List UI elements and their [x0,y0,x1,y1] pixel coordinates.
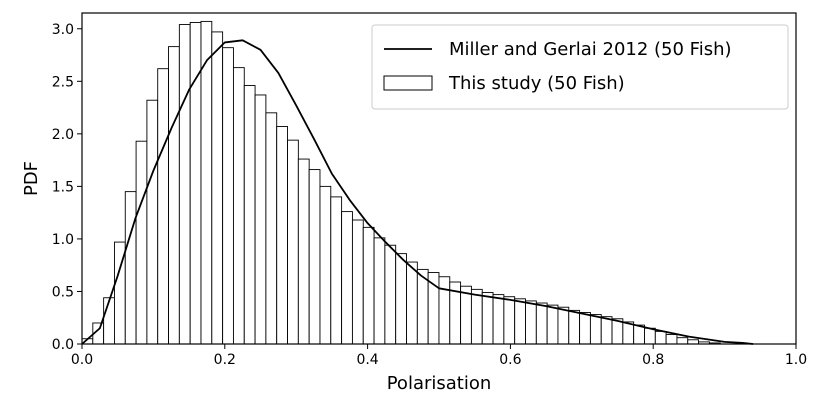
histogram-bar [503,296,516,345]
legend-box [371,24,789,110]
y-tick-label: 3.0 [52,22,74,38]
histogram-bar [243,85,256,345]
histogram-bar [481,292,494,345]
histogram-bar [589,314,602,345]
reference-line [81,39,754,345]
histogram-bar [438,276,451,345]
legend-bar-label: This study (50 Fish) [448,73,625,94]
histogram-bar [254,94,267,345]
histogram-bar [525,300,537,345]
y-axis-label: PDF [21,161,42,196]
y-tick-label: 1.5 [52,179,74,195]
histogram-bar [687,339,700,345]
histogram-bar [665,334,678,345]
histogram-bar [330,196,343,345]
histogram-bar [178,24,191,345]
histogram-bar [362,226,375,345]
histogram-bar [222,47,234,345]
y-axis-ticks: 0.0 0.5 1.0 1.5 2.0 2.5 3.0 [52,22,82,353]
histogram-bar [189,22,202,345]
histogram-bar [406,261,418,345]
histogram-bar [157,68,169,345]
reference-line-layer [81,39,754,345]
histogram-bar [535,302,548,345]
y-tick-label: 0.5 [52,284,74,300]
histogram-bar [546,304,559,345]
histogram-bar [265,112,278,345]
histogram-bar [297,158,310,345]
histogram-bar [579,312,591,345]
x-tick-label: 0.2 [214,352,236,368]
histogram-bar [514,298,526,345]
x-tick-label: 1.0 [785,352,807,368]
histogram-bar [460,285,472,345]
histogram-bar [341,211,353,345]
histogram-bar [319,185,332,345]
legend-line-label: Miller and Gerlai 2012 (50 Fish) [449,39,732,60]
histogram-bar [308,169,321,345]
x-tick-label: 0.8 [642,352,664,368]
y-tick-label: 2.0 [52,127,74,143]
legend: Miller and Gerlai 2012 (50 Fish) This st… [371,24,789,110]
x-tick-label: 0.4 [356,352,378,368]
histogram-bar [146,99,159,345]
x-axis-ticks: 0.0 0.2 0.4 0.6 0.8 1.0 [71,344,807,368]
x-tick-label: 0.0 [71,352,93,368]
legend-bar-swatch [383,75,433,91]
x-axis-label: Polarisation [387,373,492,394]
histogram-bar [600,316,613,345]
histogram-bar [276,126,288,345]
x-tick-label: 0.6 [499,352,521,368]
y-tick-label: 2.5 [52,74,74,90]
histogram-bar [351,219,364,345]
y-tick-label: 0.0 [52,337,74,353]
histogram-bar [287,139,299,345]
histogram-bar [384,244,397,345]
histogram-bar [470,288,483,345]
histogram-bar [654,330,667,345]
histogram-bar [124,191,137,345]
histogram-bar [135,140,148,345]
y-tick-label: 1.0 [52,232,74,248]
histogram-bar [622,321,635,345]
histogram-bar [492,294,505,345]
histogram-bars [81,20,721,345]
histogram-bar [557,306,570,345]
histogram-bar [232,67,245,345]
histogram-bar [103,297,115,345]
histogram-bar [373,237,386,345]
histogram-bar [633,324,645,345]
histogram-bar [568,309,581,345]
histogram-bar [427,272,440,345]
histogram-bar [395,253,407,345]
histogram-bar [200,20,213,345]
histogram-bar [676,337,689,345]
histogram-bar [644,327,656,345]
histogram-bar [211,31,224,345]
histogram-bar [168,46,180,345]
plot-frame [81,12,797,345]
